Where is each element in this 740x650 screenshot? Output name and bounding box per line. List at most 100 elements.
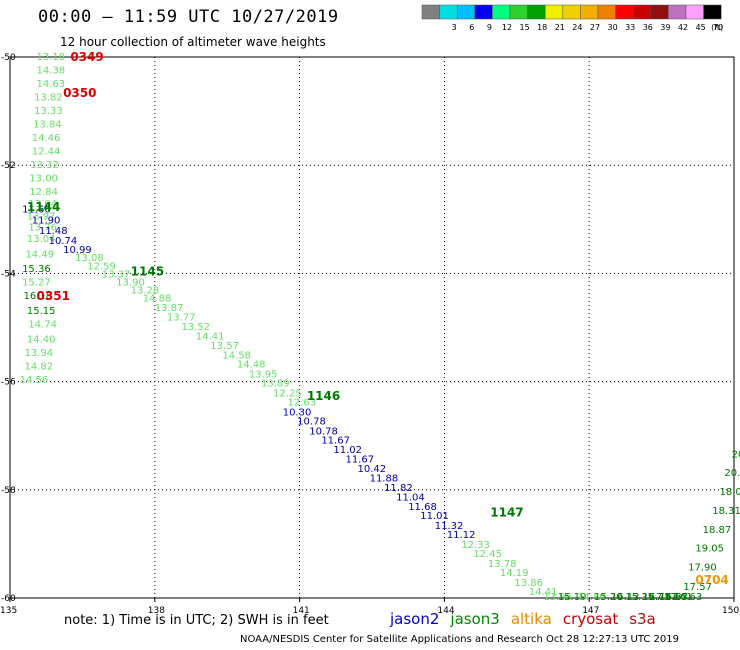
color-scale-label: 36 <box>643 23 653 32</box>
time-label: 1144 <box>27 200 60 214</box>
swh-value-label: 13.89 <box>261 379 290 390</box>
swh-value-label: 13.18 <box>37 52 66 63</box>
swh-value-label: 18.0 <box>720 487 740 498</box>
swh-value-label: 13.52 <box>181 322 210 333</box>
x-tick-label: 138 <box>148 606 165 616</box>
swh-value-label: 13.87 <box>155 303 184 314</box>
swh-value-label: 13.28 <box>131 286 160 297</box>
color-scale-bin <box>580 4 599 20</box>
swh-value-label: 14.49 <box>25 249 54 260</box>
swh-value-label: 10.42 <box>358 464 387 475</box>
color-scale-bin <box>632 4 652 20</box>
x-tick-label: 147 <box>582 606 599 616</box>
swh-value-label: 11.82 <box>384 483 413 494</box>
color-scale-label: 27 <box>590 23 600 32</box>
time-labels: 0349 0350 0351 1144 1145 1146 1147 0704 <box>27 50 729 587</box>
swh-value-label: 15.36 <box>22 264 51 275</box>
swh-value-label: 11.01 <box>420 511 449 522</box>
color-scale-bin <box>439 4 458 20</box>
y-tick-label: -52 <box>1 161 16 171</box>
swh-value-label: 13.33 <box>34 106 63 117</box>
swh-value-label: 11.66 <box>22 204 51 215</box>
swh-value-label: 12.63 <box>288 398 317 409</box>
swh-value-label: 13.86 <box>514 578 543 589</box>
x-tick-label: 141 <box>293 606 310 616</box>
swh-value-label: 13.08 <box>75 253 104 264</box>
color-scale-bin <box>474 4 493 20</box>
swh-value-label: 11.02 <box>333 445 362 456</box>
y-tick-label: -50 <box>1 53 16 63</box>
swh-value-label: 14.40 <box>27 334 56 345</box>
swh-value-label: 10.99 <box>63 245 92 256</box>
y-axis-ticks: -50 -52 -54 -56 -58 -60 <box>1 53 16 604</box>
swh-value-label: 11.12 <box>447 530 476 541</box>
swh-value-label: 15.83 <box>659 592 688 603</box>
satellite-legend-item: altika <box>510 610 552 628</box>
swh-value-label: 13.76 <box>28 222 57 233</box>
swh-value-label: 16.71 <box>642 592 671 603</box>
color-scale-legend: 3 6 9 12 15 18 21 24 27 30 33 36 39 42 45 70(ft) <box>421 4 723 32</box>
swh-value-label: 15.35 <box>625 592 654 603</box>
color-scale-label: 45 <box>696 23 706 32</box>
color-scale-label: 39 <box>660 23 670 32</box>
swh-value-label: 13.95 <box>249 369 278 380</box>
swh-value-label: 15.15 <box>27 306 56 317</box>
color-scale-label: 33 <box>625 23 635 32</box>
swh-value-label: 14.48 <box>237 360 266 371</box>
x-axis-ticks: 135 138 141 144 147 150 <box>0 598 739 616</box>
swh-value-label: 12.45 <box>473 549 502 560</box>
swh-value-label: 11.90 <box>32 215 61 226</box>
time-label: 0350 <box>63 86 96 100</box>
y-tick-label: -58 <box>1 486 16 496</box>
swh-value-label: 13.77 <box>167 313 196 324</box>
swh-value-label: 10.30 <box>283 407 312 418</box>
swh-value-label: 10.74 <box>49 236 78 247</box>
swh-value-label: 13.96 <box>543 592 572 603</box>
swh-value-label: 11.67 <box>345 454 374 465</box>
time-label: 0704 <box>695 573 728 587</box>
swh-value-label: 14.74 <box>28 320 57 331</box>
swh-value-label: 16.75 <box>642 592 671 603</box>
swh-value-label: 13.84 <box>33 120 62 131</box>
swh-value-label: 13.64 <box>28 199 57 210</box>
color-scale-bin <box>509 4 528 20</box>
color-scale-label: 6 <box>469 23 474 32</box>
footer-note: note: 1) Time is in UTC; 2) SWH is in fe… <box>64 613 329 628</box>
swh-value-label: 14.88 <box>143 294 172 305</box>
plot-frame <box>9 56 735 599</box>
swh-value-label: 11.32 <box>435 521 464 532</box>
swh-value-label: 13.78 <box>488 559 517 570</box>
time-label: 0351 <box>37 289 70 303</box>
swh-value-label: 15.19 <box>558 592 587 603</box>
swh-value-label: 16.63 <box>674 592 703 603</box>
swh-value-label: 18.87 <box>703 525 732 536</box>
color-scale-bin <box>703 4 722 20</box>
color-scale-bin <box>668 4 687 20</box>
swh-value-label: 15.27 <box>22 278 51 289</box>
color-scale-label: 42 <box>678 23 688 32</box>
color-scale-label: 70 <box>713 23 723 32</box>
color-scale-label: 18 <box>537 23 547 32</box>
color-scale-label: 12 <box>502 23 512 32</box>
swh-value-label: 13.57 <box>210 341 239 352</box>
swh-value-label: 12.59 <box>87 261 116 272</box>
swh-value-label: 11.67 <box>321 435 350 446</box>
swh-value-label: 17.41 <box>664 592 693 603</box>
swh-value-label: 14.38 <box>37 65 66 76</box>
color-scale-label: 21 <box>555 23 565 32</box>
color-scale-bin <box>615 4 634 20</box>
swh-value-label: 16.13 <box>611 592 640 603</box>
satellite-legend-item: cryosat <box>562 610 619 628</box>
swh-value-label: 11.48 <box>39 226 68 237</box>
color-scale-bin <box>544 4 564 20</box>
swh-value-label: 14.41 <box>529 587 558 598</box>
chart-title: 00:00 – 11:59 UTC 10/27/2019 <box>38 7 339 27</box>
swh-value-label: 14.56 <box>20 375 49 386</box>
chart-subtitle: 12 hour collection of altimeter wave hei… <box>60 35 326 49</box>
swh-value-label: 19.05 <box>695 544 724 555</box>
swh-value-label: 11.68 <box>408 502 437 513</box>
color-scale-bin <box>685 4 704 20</box>
swh-value-label: 14.80 <box>577 592 606 603</box>
swh-value-label: 14.19 <box>500 568 529 579</box>
